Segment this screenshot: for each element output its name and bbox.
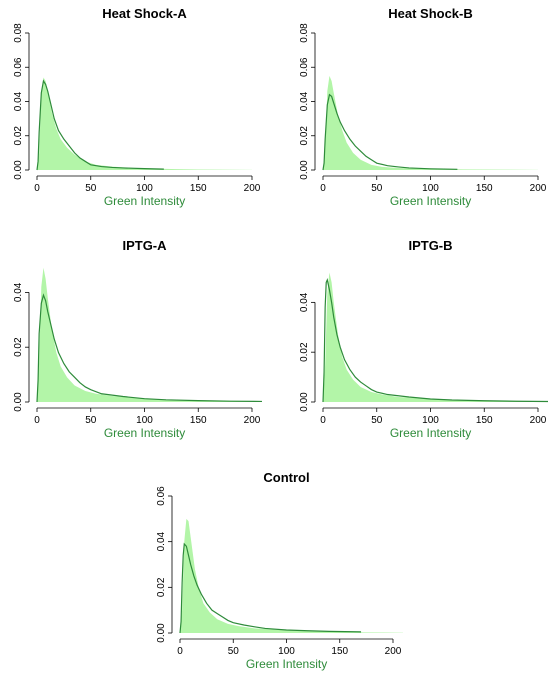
density-fill-area (323, 75, 538, 170)
y-tick-label: 0.06 (299, 57, 310, 77)
x-tick-label: 100 (136, 415, 153, 426)
chart-panel: 0 50 100 150 200 0.00 0.02 0.04 IPTG-A Green Inte… (13, 238, 263, 440)
y-tick-label: 0.02 (13, 126, 24, 146)
x-tick-label: 200 (244, 415, 261, 426)
y-tick-label: 0.04 (13, 282, 24, 302)
y-tick-label: 0.06 (156, 486, 167, 506)
x-tick-label: 200 (385, 646, 402, 657)
x-tick-label: 50 (371, 183, 383, 194)
density-line (179, 542, 362, 634)
x-axis-label: Green Intensity (246, 657, 327, 671)
chart-title: IPTG-B (408, 238, 452, 253)
x-tick-label: 50 (85, 183, 97, 194)
x-axis-label: Green Intensity (390, 194, 471, 208)
x-tick-label: 150 (476, 415, 493, 426)
y-tick-label: 0.08 (299, 23, 310, 43)
chart-panel: 0 50 100 150 200 0.00 0.02 0.04 0.06 Control Green… (156, 470, 403, 671)
y-tick-label: 0.04 (299, 91, 310, 111)
y-tick-label: 0.02 (156, 577, 167, 597)
y-tick-label: 0.08 (13, 23, 24, 43)
y-tick-label: 0.06 (13, 57, 24, 77)
density-line (36, 79, 164, 171)
x-tick-label: 0 (34, 183, 40, 194)
y-tick-label: 0.02 (299, 126, 310, 146)
x-tick-label: 150 (476, 183, 493, 194)
density-fill-area (37, 77, 252, 170)
x-tick-label: 0 (320, 183, 326, 194)
density-fill-area (323, 272, 548, 402)
x-tick-label: 0 (34, 415, 40, 426)
x-tick-label: 100 (278, 646, 295, 657)
density-fill-area (180, 518, 403, 633)
y-tick-label: 0.00 (299, 160, 310, 180)
x-tick-label: 100 (422, 183, 439, 194)
x-tick-label: 200 (244, 183, 261, 194)
y-tick-label: 0.00 (156, 623, 167, 643)
x-tick-label: 50 (228, 646, 240, 657)
y-tick-label: 0.02 (13, 337, 24, 357)
x-tick-label: 100 (422, 415, 439, 426)
x-tick-label: 0 (177, 646, 183, 657)
density-line (36, 293, 263, 403)
x-tick-label: 50 (371, 415, 383, 426)
density-line (322, 277, 549, 403)
chart-title: Control (263, 470, 309, 485)
x-axis-label: Green Intensity (390, 426, 471, 440)
x-tick-label: 150 (190, 183, 207, 194)
y-tick-label: 0.00 (299, 392, 310, 412)
x-tick-label: 150 (331, 646, 348, 657)
y-tick-label: 0.04 (13, 91, 24, 111)
x-tick-label: 150 (190, 415, 207, 426)
x-axis-label: Green Intensity (104, 426, 185, 440)
density-fill-area (37, 267, 262, 402)
chart-panel: 0 50 100 150 200 0.00 0.02 0.04 0.06 0.08 Heat Sho… (299, 6, 547, 208)
density-line (322, 93, 458, 171)
x-tick-label: 50 (85, 415, 97, 426)
y-tick-label: 0.00 (13, 392, 24, 412)
chart-panel: 0 50 100 150 200 0.00 0.02 0.04 0.06 0.08 Heat Sho… (13, 6, 261, 208)
chart-title: Heat Shock-B (388, 6, 473, 21)
x-tick-label: 0 (320, 415, 326, 426)
x-tick-label: 200 (530, 183, 547, 194)
y-tick-label: 0.04 (299, 292, 310, 312)
chart-panel: 0 50 100 150 200 0.00 0.02 0.04 IPTG-B Green Inte… (299, 238, 549, 440)
chart-title: IPTG-A (122, 238, 167, 253)
y-tick-label: 0.02 (299, 342, 310, 362)
x-tick-label: 200 (530, 415, 547, 426)
x-tick-label: 100 (136, 183, 153, 194)
chart-title: Heat Shock-A (102, 6, 187, 21)
y-tick-label: 0.00 (13, 160, 24, 180)
y-tick-label: 0.04 (156, 531, 167, 551)
x-axis-label: Green Intensity (104, 194, 185, 208)
